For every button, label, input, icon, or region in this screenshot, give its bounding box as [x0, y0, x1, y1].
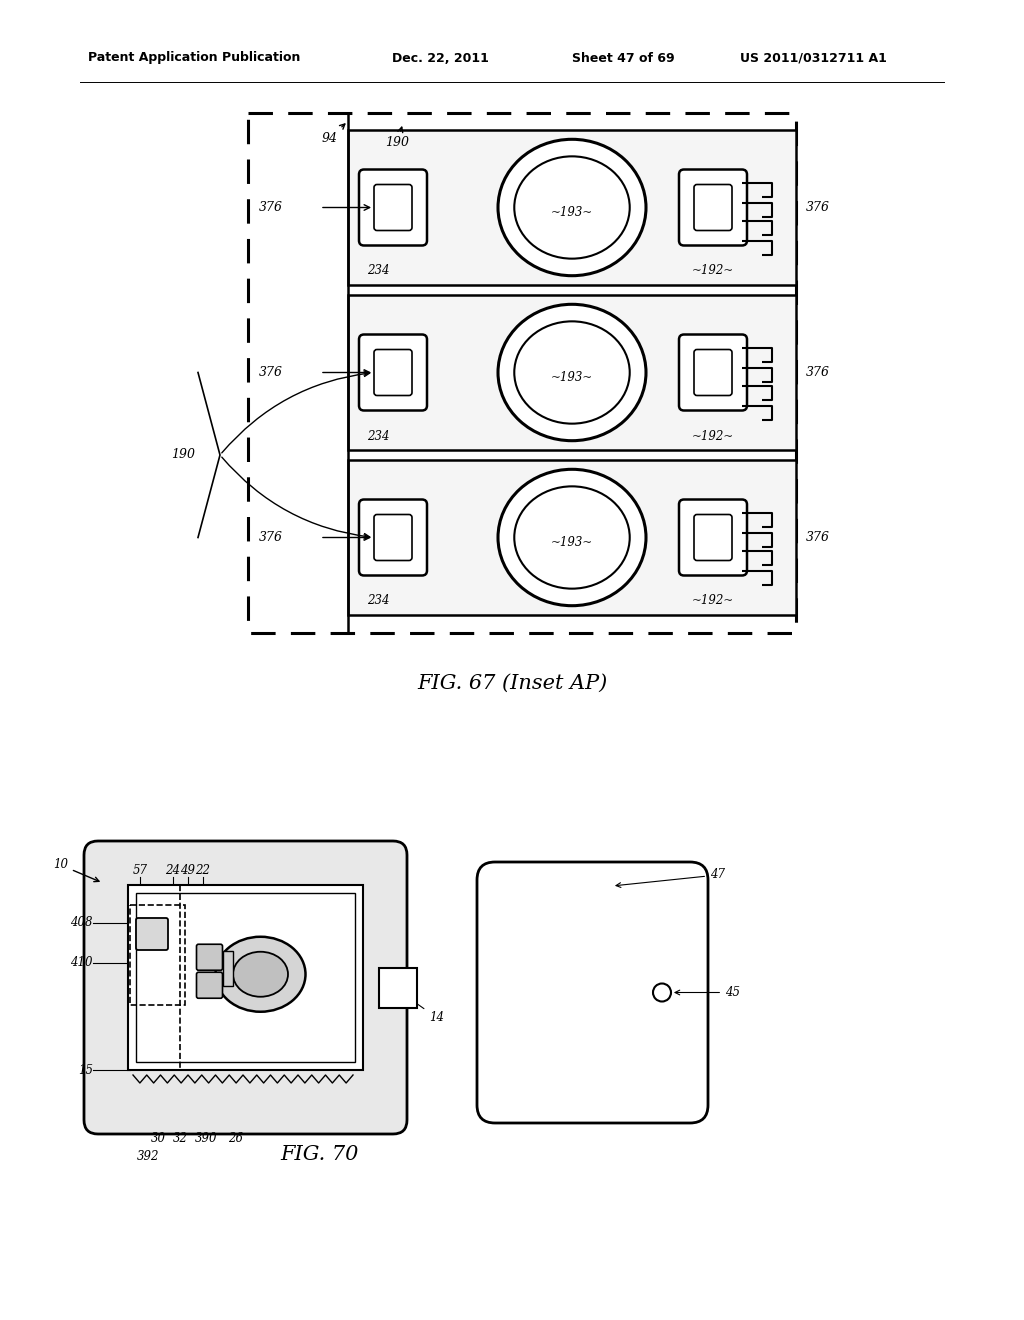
Text: FIG. 70: FIG. 70 [281, 1146, 359, 1164]
Text: Patent Application Publication: Patent Application Publication [88, 51, 300, 65]
Text: 190: 190 [171, 449, 195, 462]
Text: 26: 26 [228, 1131, 244, 1144]
Text: 234: 234 [367, 264, 389, 277]
Bar [248, 114, 796, 634]
FancyBboxPatch shape [679, 169, 746, 246]
Text: 376: 376 [259, 531, 283, 544]
Text: ~193~: ~193~ [551, 371, 593, 384]
Text: 30: 30 [151, 1131, 166, 1144]
Text: Dec. 22, 2011: Dec. 22, 2011 [392, 51, 488, 65]
FancyBboxPatch shape [679, 499, 746, 576]
Text: 15: 15 [78, 1064, 93, 1077]
Bar [348, 129, 796, 285]
Ellipse shape [215, 937, 305, 1011]
Text: 376: 376 [806, 201, 830, 214]
Text: 376: 376 [259, 201, 283, 214]
Text: US 2011/0312711 A1: US 2011/0312711 A1 [740, 51, 887, 65]
Text: 376: 376 [806, 531, 830, 544]
Ellipse shape [498, 470, 646, 606]
Text: 234: 234 [367, 594, 389, 607]
Text: 14: 14 [397, 990, 444, 1024]
Text: 57: 57 [132, 865, 147, 878]
Bar [222, 952, 232, 986]
Text: 45: 45 [675, 986, 740, 999]
FancyBboxPatch shape [477, 862, 708, 1123]
FancyBboxPatch shape [374, 185, 412, 231]
Ellipse shape [233, 952, 288, 997]
Text: 234: 234 [367, 429, 389, 442]
Bar [130, 906, 185, 1005]
Text: 190: 190 [385, 127, 409, 149]
FancyBboxPatch shape [694, 515, 732, 561]
Ellipse shape [514, 486, 630, 589]
FancyBboxPatch shape [359, 334, 427, 411]
Text: 32: 32 [172, 1131, 187, 1144]
Text: Sheet 47 of 69: Sheet 47 of 69 [572, 51, 675, 65]
FancyBboxPatch shape [679, 334, 746, 411]
Text: ~193~: ~193~ [551, 536, 593, 549]
FancyBboxPatch shape [84, 841, 407, 1134]
Bar [379, 968, 417, 1007]
FancyBboxPatch shape [359, 499, 427, 576]
FancyBboxPatch shape [197, 944, 222, 970]
Ellipse shape [498, 305, 646, 441]
FancyBboxPatch shape [694, 350, 732, 396]
Text: 49: 49 [180, 865, 196, 878]
Text: ~192~: ~192~ [692, 429, 734, 442]
FancyBboxPatch shape [694, 185, 732, 231]
Text: 410: 410 [71, 957, 93, 969]
Ellipse shape [498, 140, 646, 276]
FancyBboxPatch shape [136, 917, 168, 950]
Text: 392: 392 [137, 1150, 160, 1163]
FancyBboxPatch shape [197, 973, 222, 998]
Text: FIG. 67 (Inset AP): FIG. 67 (Inset AP) [417, 673, 607, 693]
FancyBboxPatch shape [374, 350, 412, 396]
Text: ~193~: ~193~ [551, 206, 593, 219]
Text: ~192~: ~192~ [692, 264, 734, 277]
FancyBboxPatch shape [374, 515, 412, 561]
Ellipse shape [514, 321, 630, 424]
Text: 10: 10 [53, 858, 99, 882]
Bar [128, 884, 362, 1071]
Bar [136, 894, 355, 1063]
Text: 24: 24 [166, 865, 180, 878]
Text: 47: 47 [616, 869, 725, 887]
Bar [348, 459, 796, 615]
FancyBboxPatch shape [359, 169, 427, 246]
Text: 376: 376 [259, 366, 283, 379]
Bar [348, 294, 796, 450]
Text: 376: 376 [806, 366, 830, 379]
Text: 22: 22 [196, 865, 211, 878]
Text: 390: 390 [195, 1131, 217, 1144]
Ellipse shape [514, 156, 630, 259]
Circle shape [653, 983, 671, 1002]
Text: 408: 408 [71, 916, 93, 929]
Text: ~192~: ~192~ [692, 594, 734, 607]
Text: 94: 94 [322, 124, 345, 144]
